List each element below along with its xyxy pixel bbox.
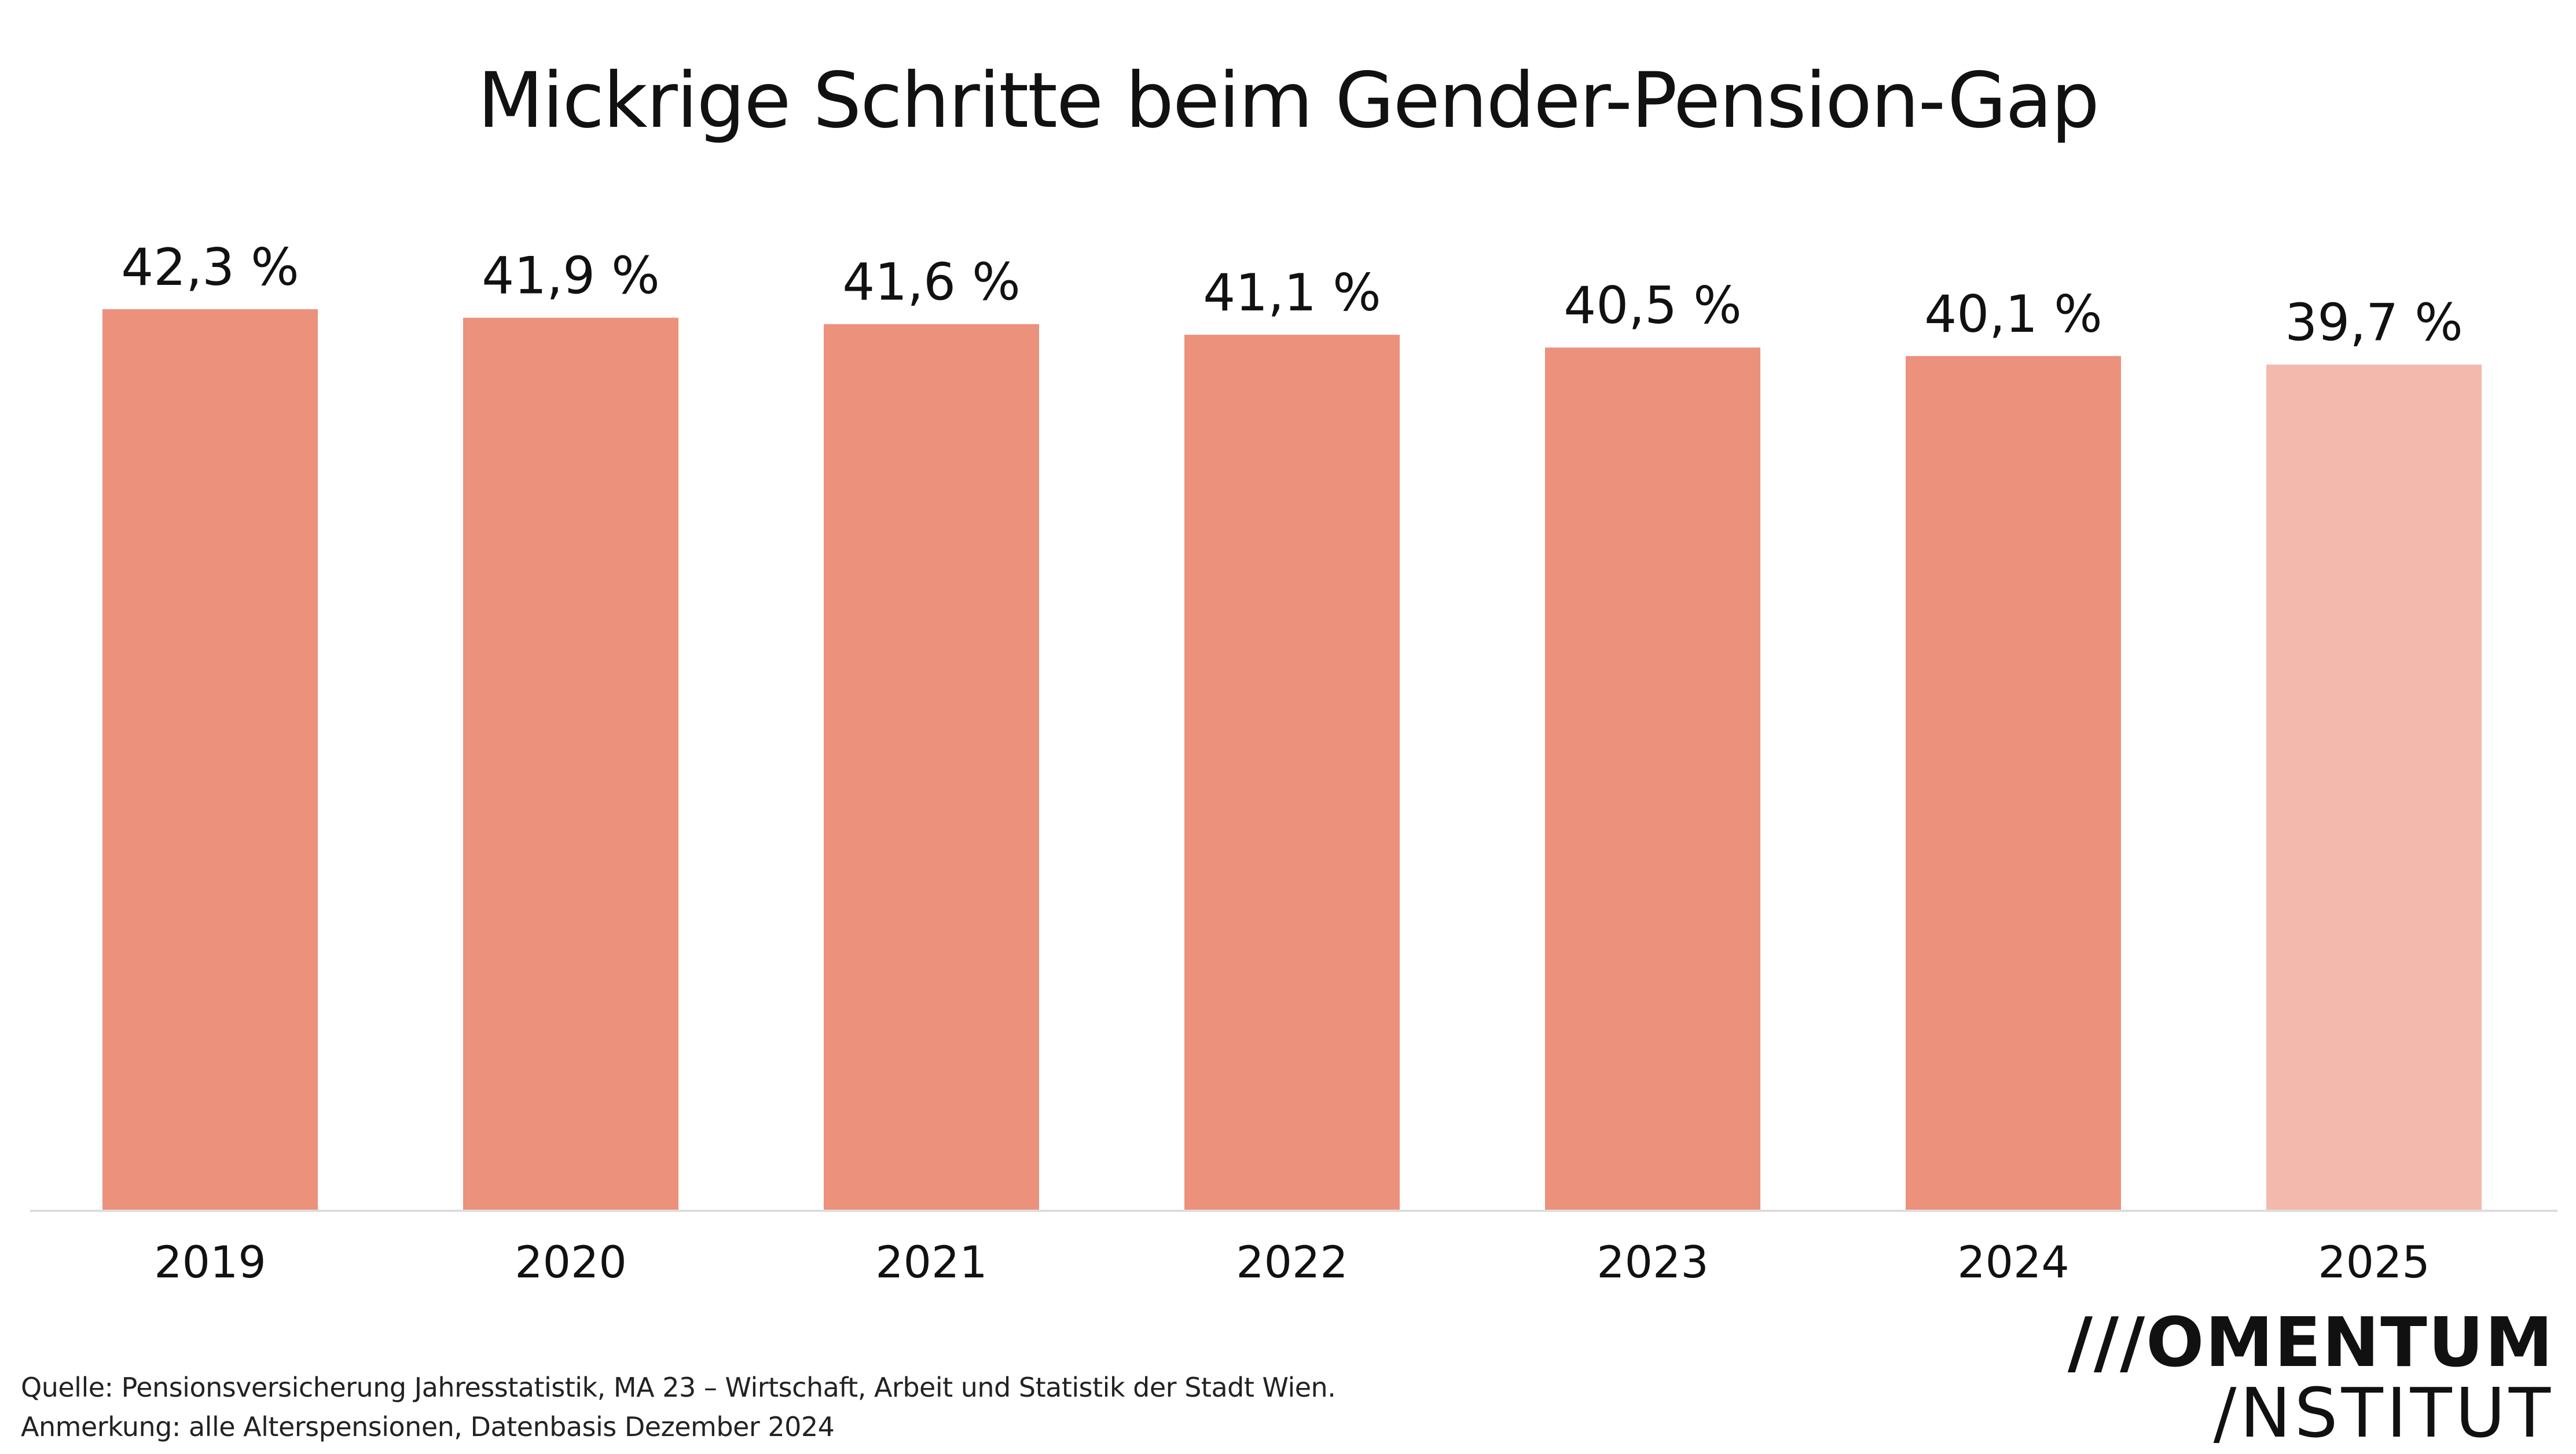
bar-2022 bbox=[1184, 335, 1400, 1210]
momentum-institut-logo: ///OMENTUM /NSTITUT bbox=[2045, 1307, 2554, 1449]
bar-2024 bbox=[1906, 356, 2121, 1210]
bar-2023 bbox=[1545, 347, 1760, 1210]
value-label-2024: 40,1 % bbox=[1924, 284, 2102, 344]
bar-2025 bbox=[2266, 364, 2482, 1211]
value-label-2023: 40,5 % bbox=[1564, 276, 1742, 335]
tick-label-2025: 2025 bbox=[2318, 1236, 2430, 1288]
source-note: Quelle: Pensionsversicherung Jahresstati… bbox=[21, 1372, 1336, 1403]
bar-chart: 42,3 % 41,9 % 41,6 % 41,1 % 40,5 % 40,1 % 39,7… bbox=[30, 237, 2557, 1288]
tick-label-2022: 2022 bbox=[1236, 1236, 1348, 1288]
tick-label-2023: 2023 bbox=[1597, 1236, 1708, 1288]
annotation-note: Anmerkung: alle Alterspensionen, Datenba… bbox=[21, 1411, 835, 1442]
value-label-2022: 41,1 % bbox=[1203, 263, 1381, 323]
value-labels-group: 42,3 % 41,9 % 41,6 % 41,1 % 40,5 % 40,1 % 39,7… bbox=[121, 237, 2463, 353]
tick-label-2020: 2020 bbox=[515, 1236, 626, 1288]
chart-title: Mickrige Schritte beim Gender-Pension-Ga… bbox=[477, 56, 2100, 145]
logo-line-institut: /NSTITUT bbox=[2213, 1373, 2554, 1453]
value-label-2021: 41,6 % bbox=[842, 252, 1021, 312]
bars-group bbox=[102, 309, 2482, 1211]
chart-footer: Quelle: Pensionsversicherung Jahresstati… bbox=[21, 1368, 1336, 1446]
tick-label-2021: 2021 bbox=[875, 1236, 987, 1288]
bar-2020 bbox=[463, 317, 678, 1211]
value-label-2020: 41,9 % bbox=[482, 246, 660, 306]
value-label-2019: 42,3 % bbox=[121, 237, 299, 297]
tick-labels-group: 2019 2020 2021 2022 2023 2024 2025 bbox=[154, 1236, 2430, 1288]
tick-label-2019: 2019 bbox=[154, 1236, 266, 1288]
bar-2019 bbox=[102, 309, 318, 1210]
logo-line-momentum: ///OMENTUM bbox=[2067, 1302, 2554, 1382]
bar-2021 bbox=[824, 324, 1039, 1210]
value-label-2025: 39,7 % bbox=[2285, 293, 2463, 353]
tick-label-2024: 2024 bbox=[1957, 1236, 2069, 1288]
